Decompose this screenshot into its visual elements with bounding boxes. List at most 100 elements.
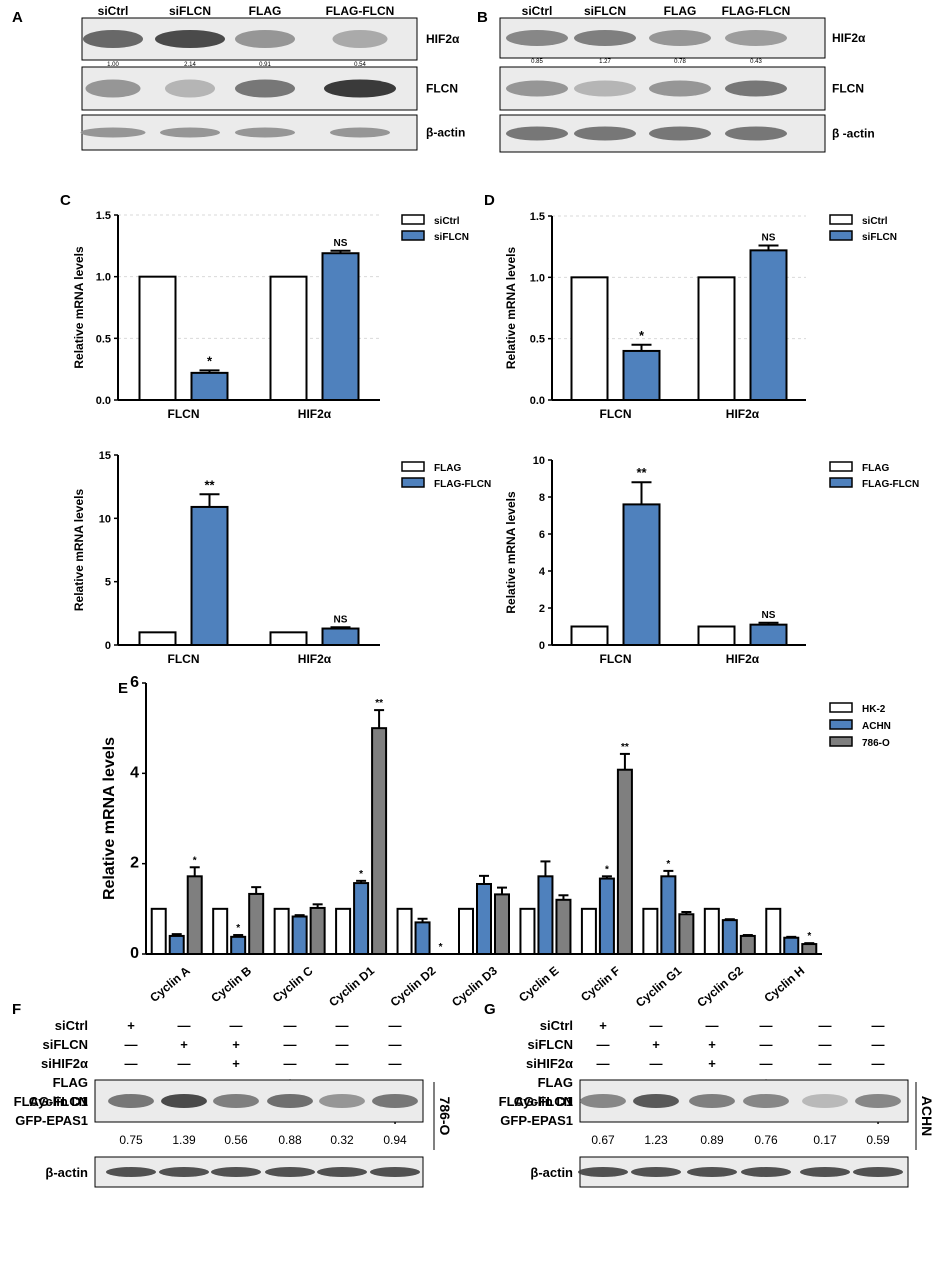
bar [230,935,247,956]
bar [678,913,695,956]
condition-sign: — [389,1018,402,1033]
condition-sign: + [708,1056,716,1071]
bar [190,505,229,646]
condition-sign: — [284,1037,297,1052]
condition-sign: — [597,1056,610,1071]
condition-sign: + [652,1037,660,1052]
bar [458,907,474,955]
condition-sign: — [284,1018,297,1033]
x-tick-label: HIF2α [726,652,760,666]
legend-swatch [829,719,853,730]
blot-band [725,80,787,97]
bar [660,875,677,956]
bar [371,727,388,956]
quant-value: 0.88 [278,1133,302,1147]
bar [476,882,492,955]
panel-letter-d: D [484,192,495,209]
legend-swatch [829,477,853,488]
significance-mark: * [605,864,609,875]
quant-value: 0.76 [754,1133,778,1147]
significance-mark: NS [334,238,348,249]
blot-band [578,1167,628,1177]
y-tick-label: 0.5 [96,333,111,345]
row-label: β-actin [426,126,465,140]
quant-value: 1.39 [172,1133,196,1147]
y-axis-label: Relative mRNA levels [504,491,518,614]
y-tick-label: 1.5 [530,211,545,223]
legend-swatch [829,736,853,747]
significance-mark: * [639,328,645,343]
quant-value: 0.75 [119,1133,143,1147]
condition-sign: — [760,1056,773,1071]
blot-band [687,1167,737,1177]
condition-sign: — [389,1056,402,1071]
condition-sign: — [389,1037,402,1052]
y-axis-label: Relative mRNA levels [72,246,86,369]
chart-c2: 0 5 10 15 Relative mRNA levels FLCN HIF2α ** NS F… [72,450,491,666]
y-tick-label: 0.5 [530,334,545,346]
y-tick-label: 1.0 [96,272,111,284]
lane-label: siCtrl [98,4,129,18]
y-tick-label: 5 [105,577,111,589]
row-label: HIF2α [426,32,460,46]
condition-label: siHIF2α [526,1056,573,1071]
significance-mark: * [236,923,240,934]
significance-mark: * [807,931,811,942]
bar [537,875,554,956]
chart-d2: 0 2 4 6 8 10 Relative mRNA levels FLCN HIF2α ** NS… [504,455,919,666]
x-tick-label: FLCN [600,652,632,666]
blot-band [649,30,711,46]
lane-label: FLAG [664,4,697,18]
bar [321,252,360,401]
x-tick-label: Cyclin F [578,964,623,1005]
legend-label: FLAG [862,463,889,474]
condition-sign: — [125,1037,138,1052]
legend-label: FLAG-FLCN [434,479,491,490]
bar [801,943,818,956]
blot-band [319,1094,365,1108]
legend-swatch [401,230,425,241]
row-label: β -actin [832,127,875,141]
legend-swatch [401,477,425,488]
blot-band [853,1167,903,1177]
condition-sign: — [760,1037,773,1052]
blot-band [83,30,143,48]
x-tick-label: Cyclin B [208,963,254,1005]
significance-mark: ** [636,465,647,480]
blot-band [106,1167,156,1177]
bar [519,907,536,955]
significance-mark: NS [762,610,776,621]
bar [616,768,633,955]
condition-sign: — [650,1056,663,1071]
blot-band [161,1094,207,1108]
condition-label: siCtrl [540,1018,573,1033]
y-tick-label: 1.5 [96,210,111,222]
y-tick-label: 8 [539,492,545,504]
quant-value: 0.17 [813,1133,837,1147]
condition-sign: — [872,1018,885,1033]
significance-mark: * [207,353,213,368]
bar [697,625,736,646]
blot-band [741,1167,791,1177]
legend-swatch [829,214,853,225]
quant-value: 1.23 [644,1133,668,1147]
blot-band [155,30,225,48]
blot-band [649,126,711,141]
bar [186,875,203,956]
significance-mark: NS [762,232,776,243]
bar [396,907,413,955]
bar [598,877,615,955]
lane-label: FLAG-FLCN [326,4,395,18]
blot-band [574,30,636,46]
legend-label: ACHN [862,721,891,732]
panel-letter-g: G [484,1001,496,1018]
legend-label: siFLCN [434,232,469,243]
legend-swatch [829,230,853,241]
y-tick-label: 10 [99,513,111,525]
condition-label: GFP-EPAS1 [500,1113,573,1128]
bar [212,907,229,955]
blot-band [160,127,220,138]
significance-mark: * [666,859,670,870]
blot-band [580,1094,626,1108]
lane-label: siCtrl [522,4,553,18]
